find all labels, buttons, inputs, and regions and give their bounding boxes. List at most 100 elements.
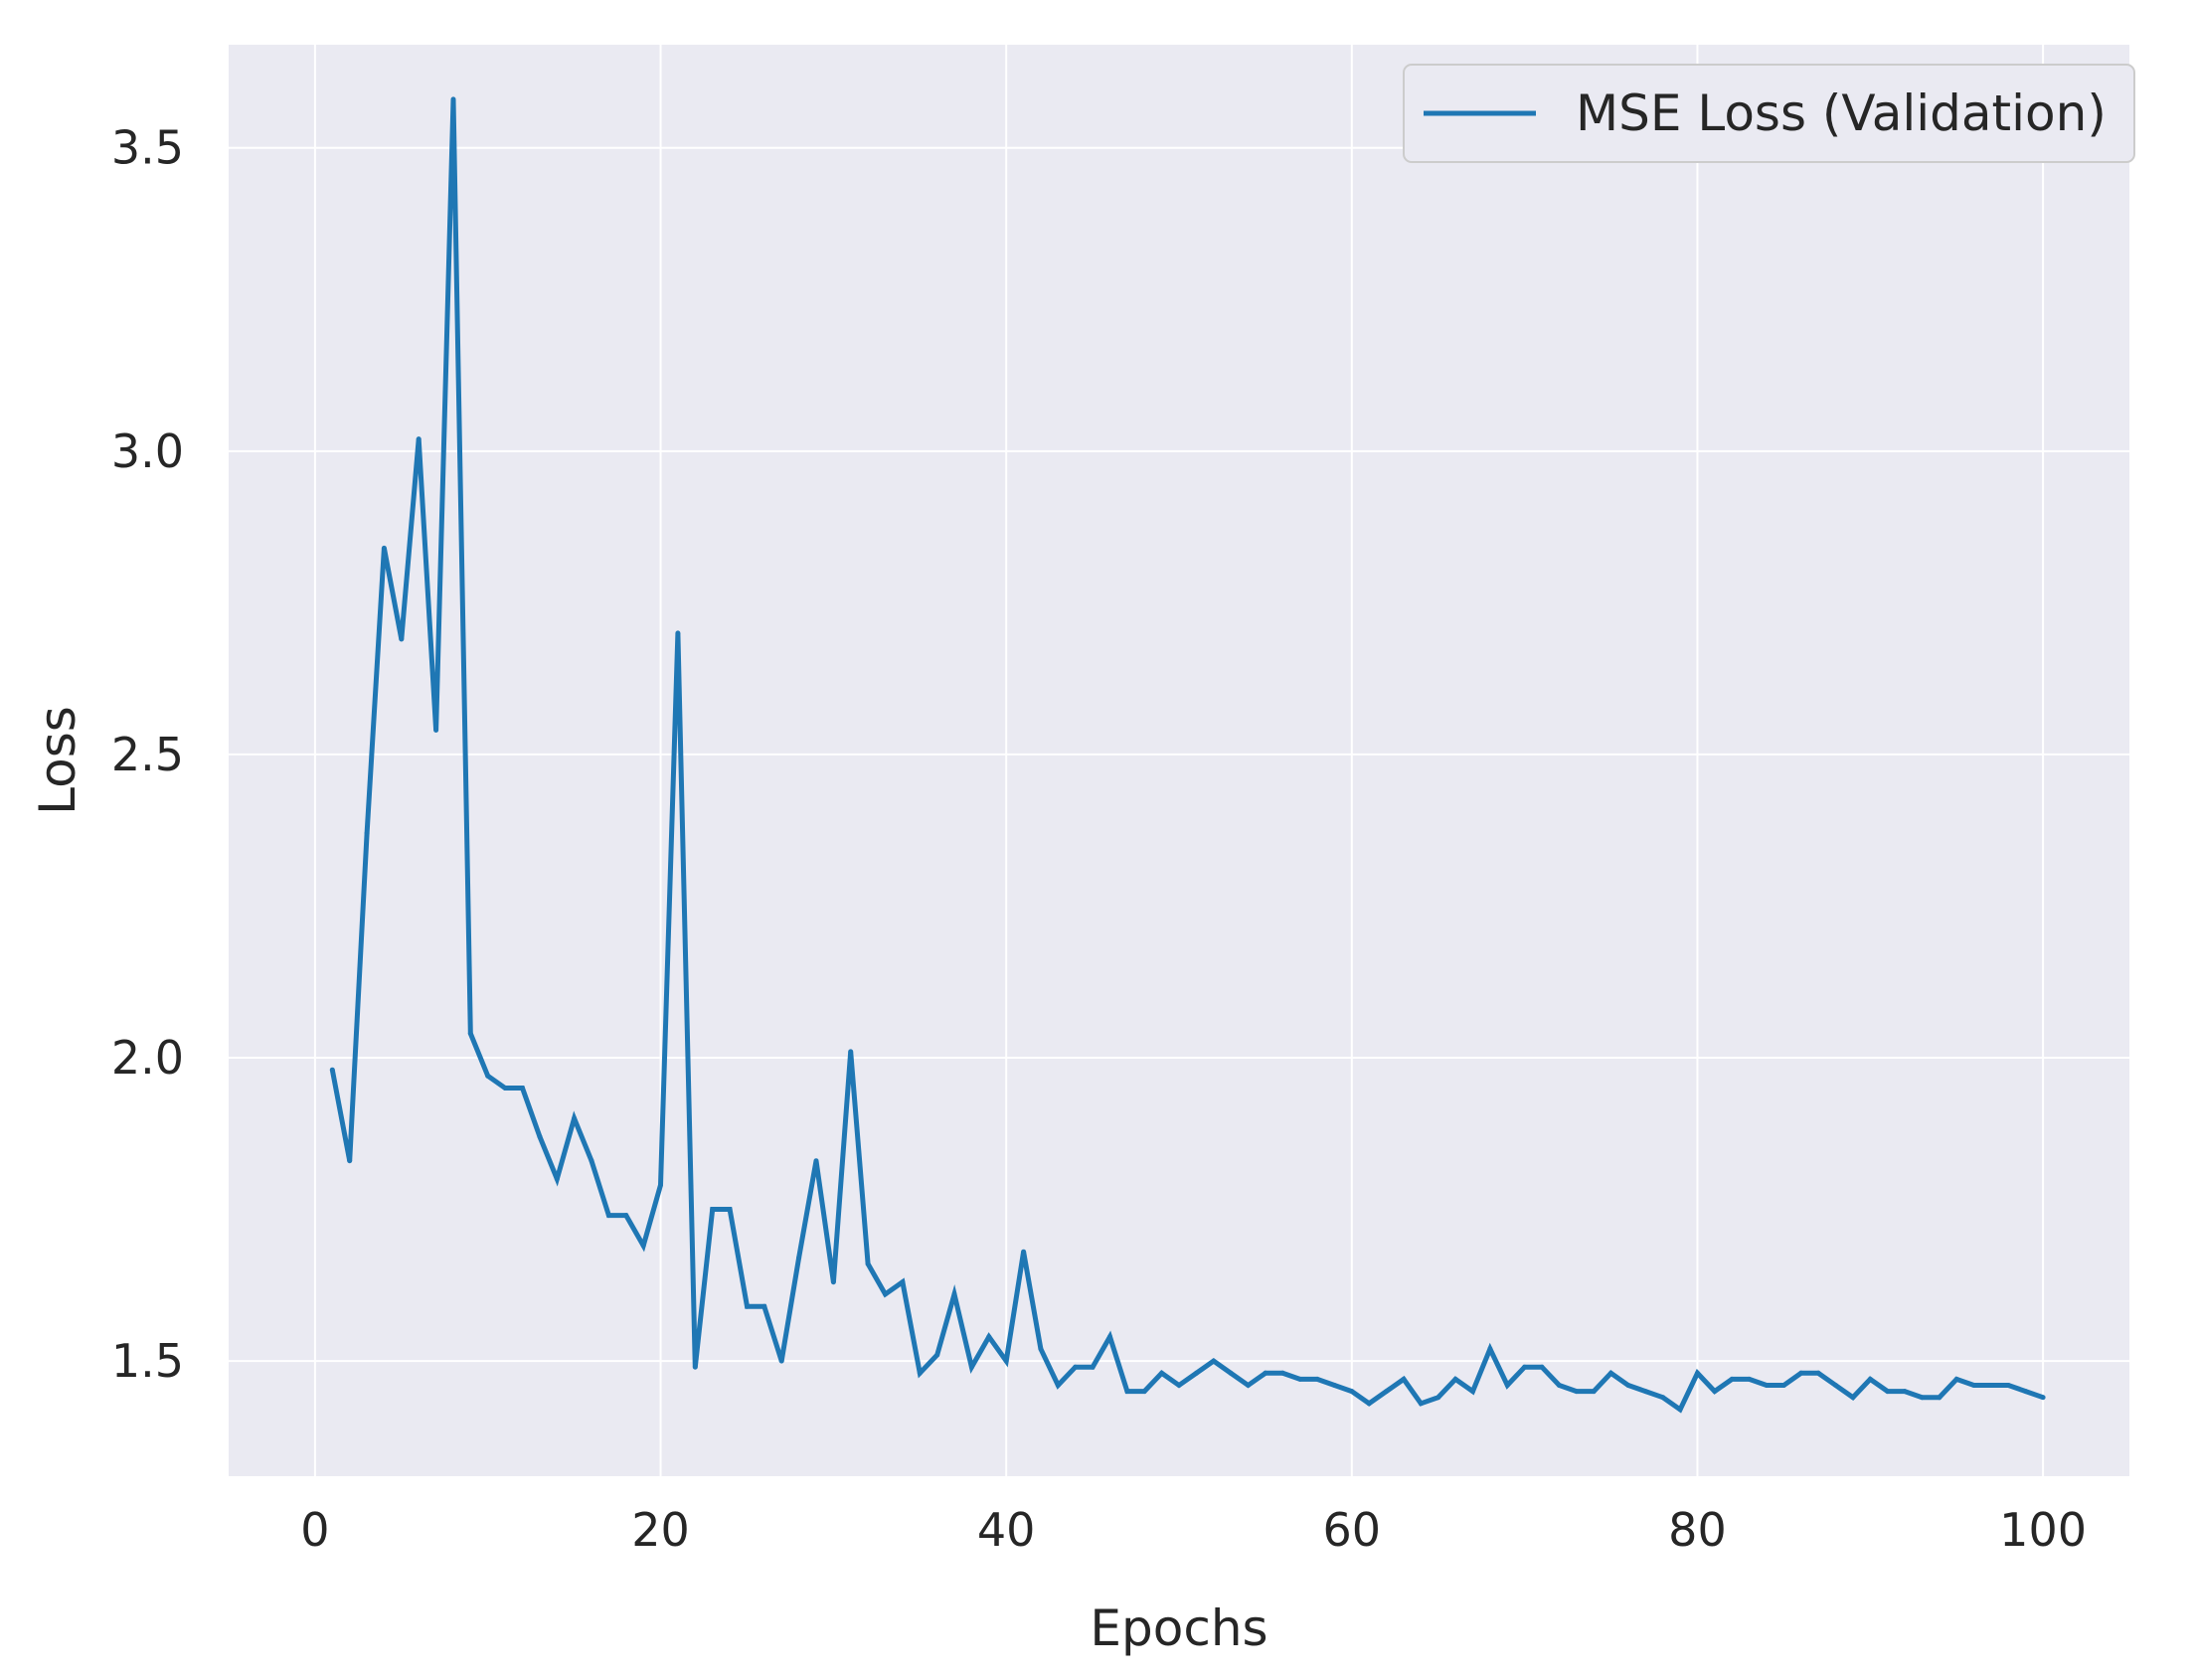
data-point (865, 1260, 871, 1266)
data-point (1452, 1376, 1458, 1382)
x-tick-label: 20 (631, 1503, 690, 1557)
data-point (1141, 1389, 1147, 1395)
data-point (1107, 1334, 1112, 1340)
data-point (1660, 1395, 1666, 1401)
data-point (692, 1364, 698, 1370)
data-point (1885, 1389, 1891, 1395)
series-layer (329, 96, 2046, 1414)
y-tick-labels: 1.5 2.0 2.5 3.0 3.5 (111, 121, 184, 1388)
data-point (675, 630, 681, 636)
data-point (1867, 1376, 1873, 1382)
y-tick-label: 2.0 (111, 1031, 184, 1085)
legend-label: MSE Loss (Validation) (1576, 84, 2107, 142)
data-point (1522, 1364, 1528, 1370)
data-point (778, 1358, 784, 1364)
data-point (1228, 1370, 1234, 1376)
data-point (502, 1086, 508, 1091)
data-point (623, 1213, 629, 1219)
data-point (1729, 1376, 1735, 1382)
data-point (1953, 1376, 1959, 1382)
data-point (710, 1207, 716, 1212)
data-point (1712, 1389, 1718, 1395)
data-point (1176, 1383, 1182, 1388)
data-point (467, 1031, 473, 1037)
data-point (1815, 1370, 1821, 1376)
x-gridlines (313, 45, 2045, 1476)
data-point (1470, 1389, 1475, 1395)
data-point (1366, 1401, 1372, 1407)
data-point (1314, 1376, 1320, 1382)
y-tick-label: 2.5 (111, 728, 184, 781)
data-point (640, 1243, 646, 1249)
data-point (2023, 1389, 2029, 1395)
data-point (1556, 1383, 1562, 1388)
data-point (1487, 1346, 1493, 1352)
data-point (727, 1207, 733, 1212)
data-point (883, 1291, 888, 1297)
data-point (1642, 1389, 1648, 1395)
data-point (572, 1115, 578, 1121)
data-point (589, 1158, 594, 1164)
data-point (485, 1073, 491, 1079)
data-point (1073, 1364, 1079, 1370)
data-point (1384, 1389, 1390, 1395)
data-point (381, 545, 387, 551)
data-point (1401, 1376, 1407, 1382)
data-point (1919, 1395, 1925, 1401)
data-point (1211, 1358, 1217, 1364)
data-point (1971, 1383, 1977, 1388)
x-tick-label: 0 (300, 1503, 329, 1557)
data-point (329, 1067, 335, 1073)
data-point (1539, 1364, 1545, 1370)
data-point (1331, 1383, 1337, 1388)
data-point (1418, 1401, 1424, 1407)
data-point (986, 1334, 992, 1340)
data-point (1608, 1370, 1613, 1376)
data-point (848, 1049, 854, 1055)
data-point (1003, 1358, 1009, 1364)
data-point (1349, 1389, 1355, 1395)
data-point (1764, 1383, 1770, 1388)
data-point (2040, 1395, 2046, 1401)
data-point (1574, 1389, 1580, 1395)
data-point (1038, 1346, 1044, 1352)
data-point (1124, 1389, 1130, 1395)
data-point (554, 1176, 560, 1182)
data-point (364, 830, 370, 836)
data-point (1504, 1383, 1510, 1388)
data-point (1677, 1407, 1683, 1413)
data-point (1695, 1370, 1700, 1376)
data-point (900, 1279, 906, 1285)
series-line (329, 98, 2044, 1414)
data-point (433, 728, 439, 733)
data-point (1436, 1395, 1441, 1401)
data-point (951, 1291, 957, 1297)
data-point (1850, 1395, 1856, 1401)
data-point (1780, 1383, 1786, 1388)
data-point (1625, 1383, 1631, 1388)
data-point (761, 1303, 767, 1309)
data-point (399, 636, 405, 642)
x-tick-label: 60 (1323, 1503, 1382, 1557)
x-tick-labels: 0 20 40 60 80 100 (300, 1503, 2087, 1557)
data-point (1798, 1370, 1804, 1376)
data-point (450, 96, 456, 102)
data-point (520, 1086, 525, 1091)
data-point (1055, 1383, 1061, 1388)
data-point (1591, 1389, 1597, 1395)
plot-background (229, 45, 2129, 1476)
x-axis-title: Epochs (1090, 1599, 1267, 1657)
data-point (537, 1133, 543, 1139)
data-point (1159, 1370, 1165, 1376)
y-tick-label: 3.0 (111, 424, 184, 478)
data-point (1747, 1376, 1753, 1382)
data-point (1021, 1249, 1027, 1255)
data-point (796, 1255, 802, 1260)
data-point (658, 1182, 663, 1188)
data-point (1902, 1389, 1908, 1395)
y-tick-label: 3.5 (111, 121, 184, 175)
data-point (813, 1158, 819, 1164)
data-point (1090, 1364, 1096, 1370)
data-point (1246, 1383, 1251, 1388)
